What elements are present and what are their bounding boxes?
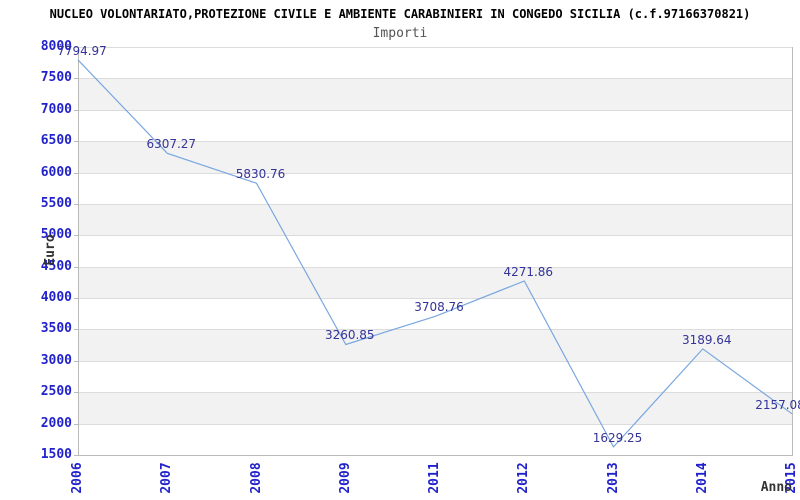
data-point-label: 3260.85 (324, 328, 375, 343)
x-tick-label: 2006 (70, 462, 85, 494)
gridline (78, 423, 792, 425)
y-tickmark (74, 109, 78, 111)
y-tickmark (74, 141, 78, 143)
band-row (78, 78, 792, 110)
y-tick-label: 5500 (40, 195, 72, 211)
y-tick-label: 8000 (40, 39, 72, 54)
chart-title: NUCLEO VOLONTARIATO,PROTEZIONE CIVILE E … (49, 7, 751, 21)
gridline (78, 360, 792, 362)
data-point-label: 3189.64 (681, 332, 732, 347)
gridline (78, 298, 792, 300)
y-tickmark (74, 360, 78, 362)
y-axis-line (78, 47, 79, 455)
gridline (78, 266, 792, 268)
plot-right-border (792, 47, 793, 455)
data-point-label: 1629.25 (592, 430, 643, 445)
y-tickmark (74, 455, 78, 456)
y-tick-label: 1500 (40, 447, 72, 462)
y-tickmark (74, 235, 78, 237)
x-axis-line (78, 455, 793, 456)
gridline (78, 329, 792, 331)
x-tick-label: 2011 (427, 462, 442, 494)
gridline (78, 109, 792, 111)
data-point-label: 5830.76 (235, 167, 286, 182)
y-axis-title: Euro (43, 234, 58, 266)
y-tick-label: 3000 (40, 352, 72, 368)
y-tickmark (74, 298, 78, 300)
y-tickmark (74, 266, 78, 268)
x-tick-label: 2009 (337, 462, 353, 494)
x-tick-label: 2013 (605, 462, 621, 494)
y-tickmark (74, 172, 78, 174)
x-tick-label: 2014 (694, 462, 710, 494)
gridline (78, 392, 792, 394)
y-tick-label: 4000 (40, 290, 72, 306)
y-tick-label: 3500 (40, 321, 72, 337)
y-tickmark (74, 78, 78, 80)
band-row (78, 392, 792, 424)
y-tickmark (74, 203, 78, 205)
y-tick-label: 7500 (40, 70, 72, 86)
data-point-label: 6307.27 (146, 137, 197, 152)
x-axis-title: Anno (760, 480, 792, 495)
y-tick-label: 7000 (40, 101, 72, 117)
gridline (78, 78, 792, 80)
y-tick-label: 4500 (40, 258, 72, 274)
chart-subtitle: Importi (372, 26, 428, 41)
y-tick-label: 2500 (40, 384, 72, 400)
data-point-label: 7794.97 (57, 43, 107, 58)
y-tick-label: 5000 (40, 227, 72, 243)
gridline (78, 47, 792, 48)
x-tick-label: 2012 (516, 462, 532, 494)
x-tick-label: 2008 (248, 462, 264, 494)
data-point-label: 3708.76 (414, 300, 464, 315)
data-point-label: 2157.08 (755, 397, 800, 412)
gridline (78, 203, 792, 205)
data-point-label: 4271.86 (503, 265, 554, 279)
y-tickmark (74, 329, 78, 331)
data-line (77, 59, 793, 448)
y-tick-label: 6000 (40, 164, 72, 180)
y-tickmark (74, 392, 78, 394)
gridline (78, 172, 792, 174)
y-tickmark (74, 423, 78, 425)
x-tick-label: 2007 (159, 462, 175, 494)
y-tickmark (74, 47, 78, 48)
gridline (78, 235, 792, 237)
band-row (78, 203, 792, 236)
y-tick-label: 2000 (40, 415, 72, 431)
y-tick-label: 6500 (40, 133, 72, 149)
band-row (78, 266, 792, 299)
